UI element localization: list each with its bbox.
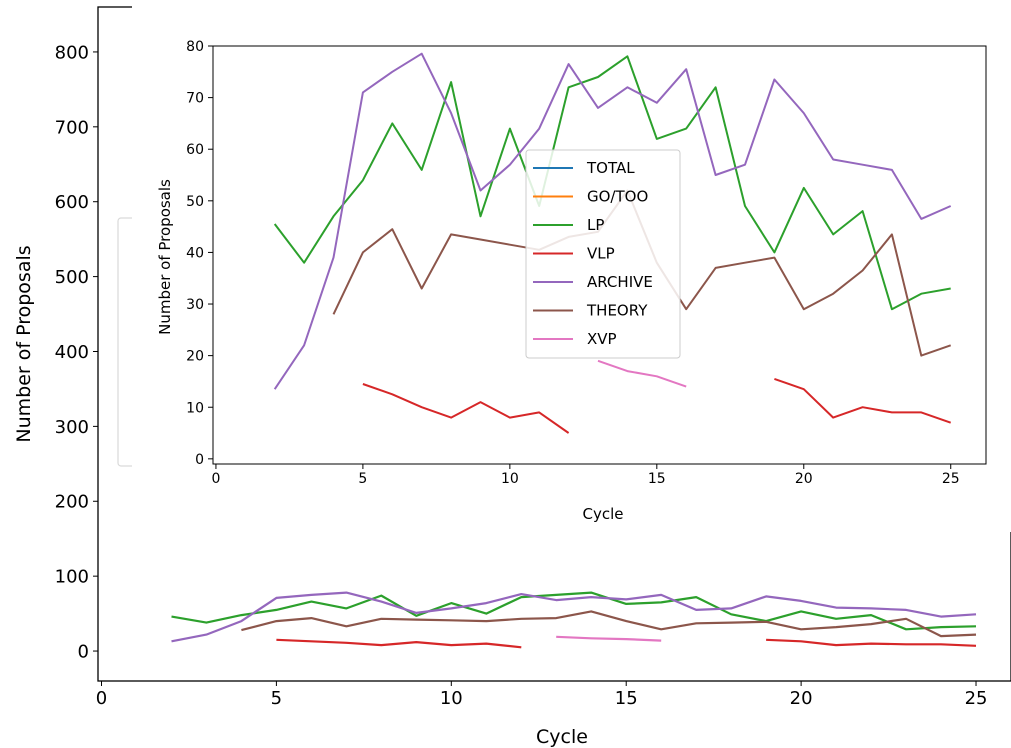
main-x-tick-label: 5	[271, 688, 282, 709]
legend-label: ARCHIVE	[587, 273, 653, 291]
main-y-ticks: 0 100 200 300 400 500 600 700 800	[55, 42, 98, 663]
inset-y-tick-label: 60	[186, 142, 204, 158]
legend-label: THEORY	[586, 302, 648, 320]
inset-chart: 0 5 10 15 20 25 0 10 20 30 40 50 60 70 80 Cycle Numbe…	[132, 0, 1011, 532]
inset-y-tick-label: 10	[186, 400, 204, 416]
main-x-tick-label: 15	[615, 688, 638, 709]
inset-series-line-lp	[273, 55, 951, 311]
main-y-tick-label: 100	[55, 567, 89, 588]
legend-label: GO/TOO	[587, 188, 648, 206]
main-x-axis-label: Cycle	[536, 726, 588, 748]
inset-y-tick-label: 80	[186, 39, 204, 55]
inset-y-ticks: 0 10 20 30 40 50 60 70 80	[186, 39, 213, 468]
main-x-tick-label: 25	[965, 688, 988, 709]
inset-y-tick-label: 50	[186, 194, 204, 210]
main-series-line-xvp	[556, 635, 662, 642]
inset-x-ticks: 0 5 10 15 20 25	[211, 464, 960, 487]
inset-x-tick-label: 25	[942, 471, 960, 487]
main-y-axis-label: Number of Proposals	[13, 245, 35, 442]
inset-y-tick-label: 20	[186, 349, 204, 365]
inset-x-tick-label: 10	[501, 471, 519, 487]
main-x-tick-label: 10	[440, 688, 463, 709]
main-series-line-theory	[241, 610, 977, 638]
legend: TOTAL GO/TOO LP VLP ARCHIVE THEORY XVP	[525, 149, 681, 359]
main-series-line-lp	[171, 591, 977, 631]
main-y-tick-label: 400	[55, 342, 89, 363]
main-x-tick-label: 20	[790, 688, 813, 709]
main-y-tick-label: 800	[55, 42, 89, 63]
inset-y-tick-label: 30	[186, 297, 204, 313]
inset-y-axis-label: Number of Proposals	[156, 179, 174, 335]
main-series-line-archive	[171, 591, 977, 643]
inset-series-line-xvp	[597, 359, 687, 388]
legend-label: XVP	[587, 330, 617, 348]
main-y-tick-label: 700	[55, 117, 89, 138]
main-series-group	[171, 591, 977, 649]
inset-series-line-vlp	[362, 383, 570, 434]
legend-label: TOTAL	[586, 159, 635, 177]
inset-series-line-vlp	[774, 377, 952, 424]
main-y-tick-label: 0	[78, 642, 89, 663]
legend-label: LP	[587, 216, 604, 234]
legend-label: VLP	[587, 245, 615, 263]
inset-x-tick-label: 5	[358, 471, 367, 487]
main-y-tick-label: 600	[55, 192, 89, 213]
main-series-line-vlp	[766, 638, 977, 647]
main-y-tick-label: 500	[55, 267, 89, 288]
inset-x-tick-label: 0	[211, 471, 220, 487]
inset-x-tick-label: 20	[795, 471, 813, 487]
main-series-line-vlp	[276, 638, 522, 649]
inset-series-line-archive	[273, 52, 952, 390]
inset-x-axis-label: Cycle	[583, 505, 624, 523]
main-x-ticks: 0 5 10 15 20 25	[96, 681, 988, 709]
legend-items: TOTAL GO/TOO LP VLP ARCHIVE THEORY XVP	[533, 159, 653, 348]
main-y-tick-label: 200	[55, 492, 89, 513]
inset-y-tick-label: 0	[195, 452, 204, 468]
inset-y-tick-label: 70	[186, 91, 204, 107]
legend-box	[525, 149, 681, 359]
inset-y-tick-label: 40	[186, 245, 204, 261]
main-x-tick-label: 0	[96, 688, 107, 709]
main-y-tick-label: 300	[55, 417, 89, 438]
inset-plot-frame	[212, 45, 987, 465]
inset-x-tick-label: 15	[648, 471, 666, 487]
